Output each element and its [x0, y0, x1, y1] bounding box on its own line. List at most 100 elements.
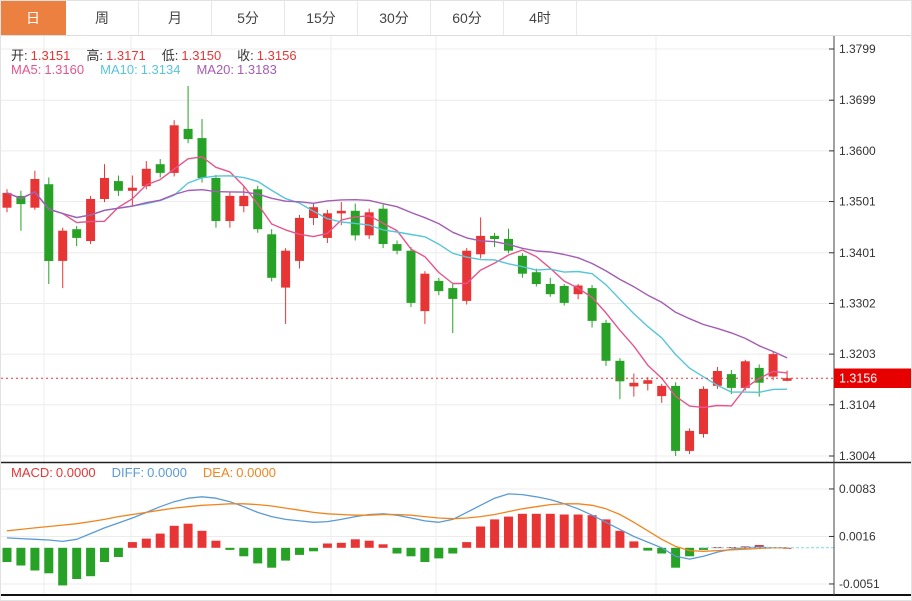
macd-hist-bar: [406, 547, 416, 557]
macd-hist-bar: [587, 515, 597, 548]
candle-body: [16, 195, 26, 205]
price-tick-label: 1.3799: [839, 42, 876, 56]
macd-hist-bar: [113, 547, 123, 557]
macd-hist-bar: [601, 519, 611, 548]
macd-hist-bar: [211, 540, 221, 548]
tab-60min[interactable]: 60分: [431, 1, 504, 35]
macd-legend: MACD: 0.0000 DIFF: 0.0000 DEA: 0.0000: [11, 465, 292, 480]
macd-hist-bar: [657, 547, 667, 554]
price-tick-label: 1.3699: [839, 93, 876, 107]
legend-label: MACD:: [11, 465, 53, 480]
candle-body: [2, 192, 12, 208]
legend-value: 0.0000: [147, 465, 187, 480]
tab-day[interactable]: 日: [1, 1, 66, 35]
candle-body: [559, 286, 569, 303]
candle-body: [197, 138, 207, 178]
tab-week[interactable]: 周: [66, 1, 139, 35]
price-tick-label: 1.3600: [839, 144, 876, 158]
macd-hist-bar: [58, 547, 68, 586]
macd-hist-bar: [100, 547, 109, 562]
candle-body: [113, 181, 123, 191]
macd-hist-bar: [281, 547, 291, 561]
candle-body: [86, 199, 96, 241]
macd-hist-bar: [629, 541, 639, 548]
macd-hist-bar: [267, 547, 277, 568]
macd-hist-bar: [253, 547, 263, 564]
candlestick-chart[interactable]: 1.3799 1.3699 1.3600 1.3501 1.3401 1.3302 1.32…: [1, 36, 912, 601]
macd-hist-bar: [615, 530, 625, 548]
macd-hist-bar: [169, 525, 179, 548]
candle-body: [657, 385, 667, 397]
legend-item: 收: 1.3156: [237, 48, 296, 63]
price-tick-label: 1.3004: [839, 449, 876, 463]
macd-hist-bar: [16, 547, 26, 566]
legend-value: 1.3160: [44, 62, 85, 77]
macd-hist-bar: [2, 547, 12, 562]
macd-hist-bar: [685, 547, 695, 557]
macd-hist-bar: [476, 526, 486, 548]
price-tick-label: 1.3501: [839, 195, 876, 209]
candle-body: [72, 229, 82, 238]
legend-value: 0.0000: [236, 465, 277, 480]
macd-hist-bar: [671, 547, 681, 568]
candle-body: [30, 179, 40, 208]
macd-hist-bar: [420, 547, 430, 562]
macd-hist-bar: [462, 542, 472, 548]
candle-body: [183, 128, 193, 140]
candle-body: [322, 213, 332, 238]
legend-value: 0.0000: [55, 465, 96, 480]
macd-hist-bar: [72, 547, 82, 579]
legend-item: MACD: 0.0000: [11, 465, 96, 480]
candle-body: [643, 380, 653, 384]
tab-5min[interactable]: 5分: [212, 1, 285, 35]
legend-label: 高:: [86, 48, 104, 63]
candle-body: [601, 322, 611, 361]
candle-body: [141, 168, 151, 187]
candle-body: [768, 354, 778, 377]
legend-item: MA5: 1.3160: [11, 62, 84, 77]
legend-item: DIFF: 0.0000: [112, 465, 187, 480]
price-tick-label: 1.3302: [839, 296, 876, 310]
legend-label: DEA:: [202, 465, 234, 480]
macd-hist-bar: [295, 547, 304, 555]
candle-body: [573, 285, 583, 295]
price-tick-label: 1.3104: [839, 398, 876, 412]
macd-hist-bar: [643, 547, 653, 551]
macd-hist-bar: [225, 547, 235, 550]
candle-body: [490, 235, 500, 239]
candle-body: [699, 388, 708, 434]
candle-body: [253, 189, 263, 230]
macd-hist-bar: [392, 547, 402, 554]
candle-body: [239, 195, 249, 207]
candle-body: [169, 125, 179, 173]
macd-hist-bar: [434, 547, 444, 559]
macd-hist-bar: [141, 538, 151, 548]
macd-hist-bar: [239, 547, 249, 557]
macd-hist-bar: [44, 547, 54, 574]
legend-value: 1.3183: [237, 62, 277, 77]
tab-month[interactable]: 月: [139, 1, 212, 35]
legend-label: MA5:: [11, 62, 42, 77]
candle-body: [100, 178, 109, 199]
tab-30min[interactable]: 30分: [358, 1, 431, 35]
ma-legend: MA5: 1.3160 MA10: 1.3134 MA20: 1.3183: [11, 62, 293, 77]
macd-hist-bar: [350, 539, 360, 548]
candle-body: [685, 430, 695, 451]
diff-line: [6, 493, 788, 560]
candle-body: [462, 250, 472, 301]
current-price-tag: [834, 368, 911, 388]
tab-4hour[interactable]: 4时: [504, 1, 577, 35]
macd-hist-bar: [448, 547, 458, 554]
current-price-tag-value: 1.3156: [839, 372, 877, 386]
macd-hist-bar: [559, 514, 569, 548]
legend-value: 1.3151: [30, 48, 71, 63]
macd-hist-bar: [504, 516, 513, 548]
macd-hist-bar: [322, 543, 332, 548]
candle-body: [155, 164, 165, 173]
candle-body: [225, 195, 235, 221]
legend-item: DEA: 0.0000: [203, 465, 276, 480]
price-tick-label: 1.3401: [839, 246, 876, 260]
legend-label: 开:: [11, 48, 28, 63]
tab-15min[interactable]: 15分: [285, 1, 358, 35]
